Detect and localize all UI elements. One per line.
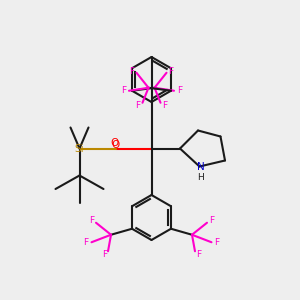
- Text: F: F: [129, 67, 134, 76]
- Text: H: H: [198, 172, 204, 182]
- Text: F: F: [121, 86, 126, 95]
- Text: O: O: [111, 140, 120, 150]
- Text: F: F: [163, 101, 168, 110]
- Text: F: F: [209, 216, 214, 225]
- Text: Si: Si: [75, 143, 84, 154]
- Text: F: F: [102, 250, 107, 259]
- Text: F: F: [177, 86, 182, 95]
- Text: O: O: [111, 138, 119, 148]
- Text: N: N: [197, 162, 205, 172]
- Text: F: F: [89, 216, 94, 225]
- Text: F: F: [214, 238, 219, 247]
- Text: F: F: [84, 238, 89, 247]
- Text: F: F: [169, 67, 174, 76]
- Text: F: F: [196, 250, 201, 259]
- Text: F: F: [135, 101, 140, 110]
